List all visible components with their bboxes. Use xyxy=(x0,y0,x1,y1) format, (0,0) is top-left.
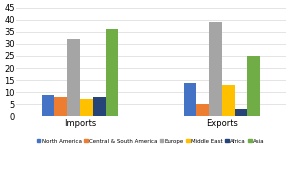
Bar xyxy=(222,85,235,116)
Bar xyxy=(67,39,80,116)
Bar xyxy=(184,83,196,116)
Bar xyxy=(235,109,247,116)
Bar xyxy=(247,56,260,116)
Bar xyxy=(42,95,54,116)
Legend: North America, Central & South America, Europe, Middle East, Africa, Asia: North America, Central & South America, … xyxy=(37,139,265,144)
Bar xyxy=(80,99,93,116)
Bar xyxy=(93,97,106,116)
Bar xyxy=(209,22,222,116)
Bar xyxy=(196,104,209,116)
Bar xyxy=(54,97,67,116)
Bar xyxy=(106,29,118,116)
